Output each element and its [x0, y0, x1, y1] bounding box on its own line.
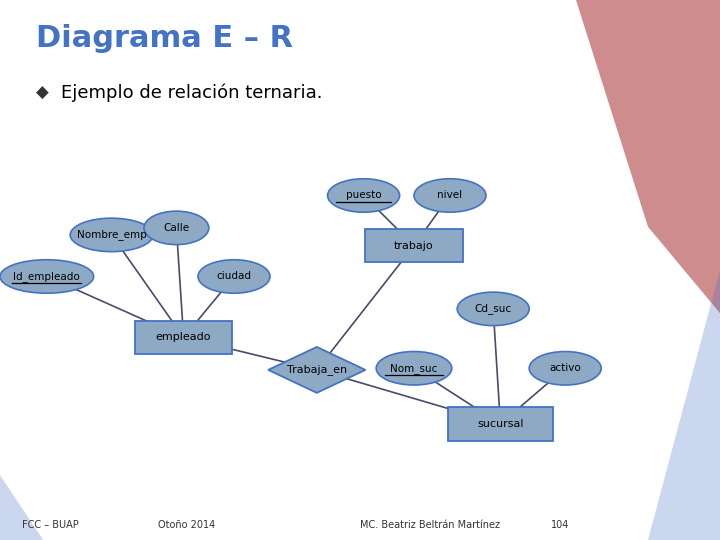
Polygon shape [648, 270, 720, 540]
Text: puesto: puesto [346, 191, 382, 200]
Text: Cd_suc: Cd_suc [474, 303, 512, 314]
Text: sucursal: sucursal [477, 419, 523, 429]
Text: Nombre_emp: Nombre_emp [77, 230, 146, 240]
Ellipse shape [529, 352, 601, 385]
Polygon shape [268, 347, 366, 393]
Text: Diagrama E – R: Diagrama E – R [36, 24, 293, 53]
Text: 104: 104 [551, 520, 570, 530]
Text: trabajo: trabajo [394, 241, 434, 251]
Text: ◆: ◆ [36, 84, 49, 102]
Text: Trabaja_en: Trabaja_en [287, 364, 347, 375]
Text: Otoño 2014: Otoño 2014 [158, 520, 216, 530]
Ellipse shape [376, 352, 452, 385]
Text: nivel: nivel [438, 191, 462, 200]
Text: activo: activo [549, 363, 581, 373]
Text: Nom_suc: Nom_suc [390, 363, 438, 374]
Ellipse shape [328, 179, 400, 212]
FancyBboxPatch shape [135, 321, 232, 354]
Text: Id_empleado: Id_empleado [14, 271, 80, 282]
Text: empleado: empleado [156, 333, 212, 342]
Ellipse shape [70, 218, 153, 252]
Ellipse shape [0, 260, 94, 293]
Polygon shape [576, 0, 720, 313]
FancyBboxPatch shape [448, 407, 553, 441]
Text: FCC – BUAP: FCC – BUAP [22, 520, 78, 530]
Ellipse shape [457, 292, 529, 326]
FancyBboxPatch shape [365, 229, 462, 262]
Ellipse shape [414, 179, 486, 212]
Text: MC. Beatriz Beltrán Martínez: MC. Beatriz Beltrán Martínez [360, 520, 500, 530]
Text: Ejemplo de relación ternaria.: Ejemplo de relación ternaria. [61, 84, 323, 102]
Ellipse shape [144, 211, 209, 245]
Text: Calle: Calle [163, 223, 189, 233]
Text: ciudad: ciudad [217, 272, 251, 281]
Ellipse shape [198, 260, 270, 293]
Polygon shape [0, 475, 43, 540]
